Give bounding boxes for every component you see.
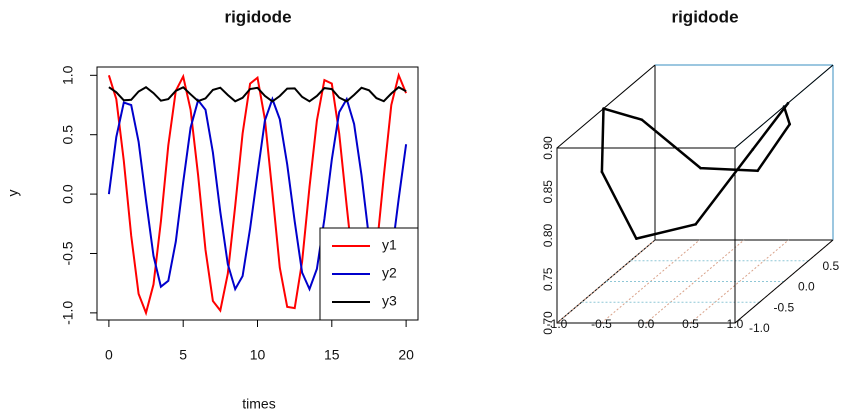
z-tick-label: 0.90 <box>541 136 555 160</box>
y-tick-label: -1.0 <box>749 321 770 335</box>
series-line <box>107 96 408 292</box>
x-tick-label: 0.0 <box>638 317 655 331</box>
trajectory-point <box>751 148 755 151</box>
chart-title: rigidode <box>224 7 291 26</box>
y-tick-label: 1.0 <box>60 65 76 85</box>
y-tick-label: 0.0 <box>798 280 815 294</box>
z-tick-label: 0.80 <box>541 223 555 247</box>
trajectory-point <box>756 169 759 173</box>
legend-label: y1 <box>382 237 397 253</box>
x-tick-label: 5 <box>179 347 187 363</box>
x-tick-label: 15 <box>324 347 340 363</box>
x-tick-label: 0.5 <box>682 317 699 331</box>
x-tick-label: 1.0 <box>727 317 744 331</box>
x-tick-label: 10 <box>250 347 266 363</box>
trajectory <box>600 102 791 240</box>
y-tick-label: -1.0 <box>60 301 76 325</box>
box-edge <box>734 239 834 324</box>
box-front <box>556 147 736 324</box>
trajectory-point <box>788 122 792 126</box>
legend-label: y2 <box>382 265 397 281</box>
series-line <box>108 85 407 103</box>
x-tick-label: -1.0 <box>547 317 568 331</box>
x-axis-label: times <box>242 396 275 412</box>
x-tick-label: -0.5 <box>591 317 612 331</box>
x-tick-label: 0 <box>105 347 113 363</box>
box-edge <box>734 64 834 149</box>
trajectory-point <box>694 222 698 226</box>
y-tick-label: 0.5 <box>823 259 840 273</box>
y-tick-label: 0.0 <box>60 184 76 204</box>
y-axis-label: y <box>5 190 21 197</box>
z-tick-label: 0.70 <box>541 311 555 335</box>
y-tick-label: 0.5 <box>60 125 76 145</box>
y-tick-label: -0.5 <box>774 300 795 314</box>
plot-frame <box>96 66 419 321</box>
chart-title: rigidode <box>671 7 738 26</box>
trajectory-point <box>602 107 605 110</box>
x-tick-label: 20 <box>398 347 414 363</box>
y-tick-label: -0.5 <box>60 241 76 265</box>
z-tick-label: 0.85 <box>541 180 555 204</box>
legend-label: y3 <box>382 293 397 309</box>
z-tick-label: 0.75 <box>541 267 555 291</box>
trajectory-point <box>699 166 702 170</box>
trajectory-point <box>640 118 644 122</box>
trajectory-point <box>635 237 638 240</box>
trajectory-point <box>600 170 604 174</box>
box-edge <box>556 64 656 149</box>
